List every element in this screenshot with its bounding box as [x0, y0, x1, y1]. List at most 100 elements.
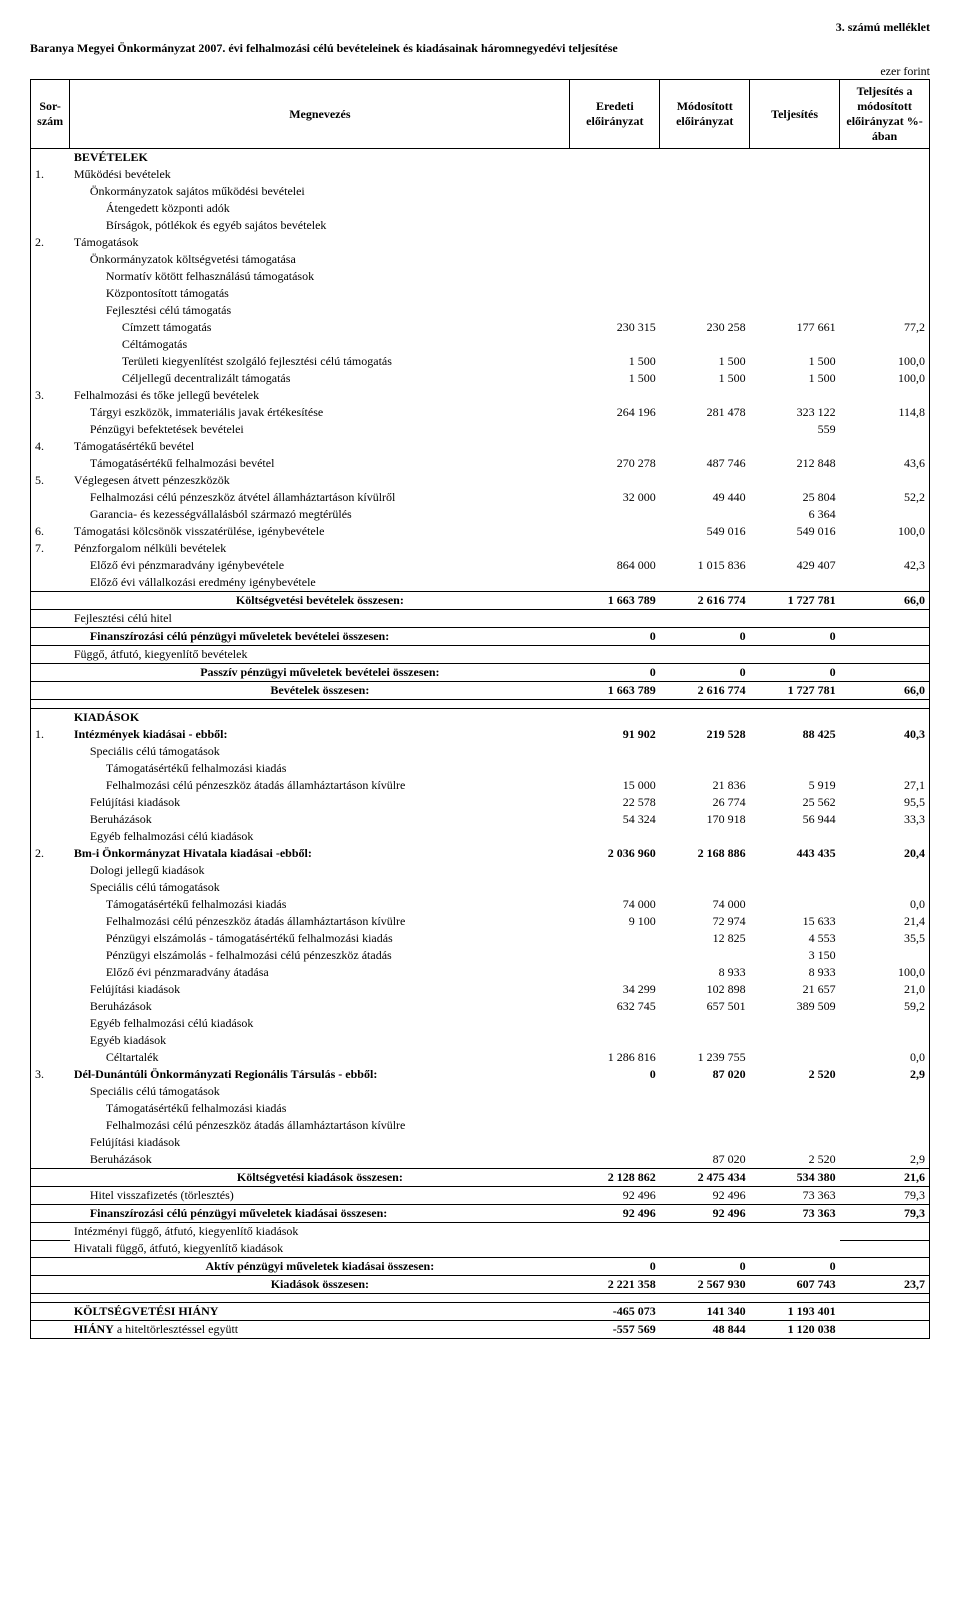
deficit-value: [840, 1321, 930, 1339]
row-value: 21,0: [840, 981, 930, 998]
row-value: [750, 1083, 840, 1100]
row-number: 3.: [31, 1066, 70, 1083]
row-value: 32 000: [570, 489, 660, 506]
row-value: 34 299: [570, 981, 660, 998]
row-number: 7.: [31, 540, 70, 557]
summary-label: Aktív pénzügyi műveletek kiadásai összes…: [70, 1258, 570, 1276]
deficit-label: HIÁNY a hiteltörlesztéssel együtt: [70, 1321, 570, 1339]
row-value: [840, 879, 930, 896]
summary-value: 1 663 789: [570, 592, 660, 610]
row-value: [840, 472, 930, 489]
row-value: 443 435: [750, 845, 840, 862]
row-value: [750, 1032, 840, 1049]
row-value: 0,0: [840, 896, 930, 913]
row-value: 4 553: [750, 930, 840, 947]
row-value: 5 919: [750, 777, 840, 794]
row-value: [750, 302, 840, 319]
row-number: [31, 336, 70, 353]
summary-label: Költségvetési kiadások összesen:: [70, 1169, 570, 1187]
row-value: 3 150: [750, 947, 840, 964]
summary-label: Hivatali függő, átfutó, kiegyenlítő kiad…: [70, 1240, 570, 1258]
summary-value: 0: [570, 1258, 660, 1276]
row-label: Felhalmozási és tőke jellegű bevételek: [70, 387, 570, 404]
row-value: [660, 387, 750, 404]
row-label: Fejlesztési célú támogatás: [70, 302, 570, 319]
row-value: 100,0: [840, 353, 930, 370]
row-value: [750, 217, 840, 234]
row-value: 2,9: [840, 1066, 930, 1083]
row-value: 91 902: [570, 726, 660, 743]
row-label: Beruházások: [70, 811, 570, 828]
row-value: [660, 336, 750, 353]
row-value: 549 016: [660, 523, 750, 540]
row-value: [840, 1083, 930, 1100]
row-value: 43,6: [840, 455, 930, 472]
row-label: Felhalmozási célú pénzeszköz átvétel áll…: [70, 489, 570, 506]
row-value: 95,5: [840, 794, 930, 811]
summary-value: 1 727 781: [750, 592, 840, 610]
row-label: Támogatási kölcsönök visszatérülése, igé…: [70, 523, 570, 540]
row-value: [840, 506, 930, 523]
row-number: [31, 200, 70, 217]
row-value: [840, 438, 930, 455]
row-number: [31, 370, 70, 387]
row-value: [840, 387, 930, 404]
row-number: [31, 998, 70, 1015]
summary-value: [750, 1223, 840, 1241]
row-value: 74 000: [570, 896, 660, 913]
row-value: [750, 1134, 840, 1151]
row-label: Önkormányzatok költségvetési támogatása: [70, 251, 570, 268]
row-value: 8 933: [660, 964, 750, 981]
row-value: 8 933: [750, 964, 840, 981]
row-value: [660, 234, 750, 251]
row-value: [750, 472, 840, 489]
row-value: [750, 1015, 840, 1032]
row-number: [31, 811, 70, 828]
deficit-value: [840, 1303, 930, 1321]
row-value: [660, 285, 750, 302]
row-number: [31, 930, 70, 947]
row-number: [31, 794, 70, 811]
row-value: 33,3: [840, 811, 930, 828]
summary-value: 0: [570, 628, 660, 646]
row-value: [750, 438, 840, 455]
row-number: [31, 1151, 70, 1169]
row-number: 4.: [31, 438, 70, 455]
row-value: [750, 336, 840, 353]
row-value: [570, 387, 660, 404]
row-value: [750, 1100, 840, 1117]
row-value: [570, 421, 660, 438]
row-value: 40,3: [840, 726, 930, 743]
summary-value: 1 663 789: [570, 682, 660, 700]
row-value: [840, 234, 930, 251]
row-value: [840, 268, 930, 285]
summary-value: [840, 664, 930, 682]
summary-value: 2 475 434: [660, 1169, 750, 1187]
row-label: Támogatásértékű felhalmozási kiadás: [70, 1100, 570, 1117]
row-value: [570, 1151, 660, 1169]
row-value: [750, 760, 840, 777]
row-value: [570, 285, 660, 302]
row-value: 1 239 755: [660, 1049, 750, 1066]
row-value: 54 324: [570, 811, 660, 828]
row-value: 56 944: [750, 811, 840, 828]
row-value: [840, 743, 930, 760]
row-value: [750, 896, 840, 913]
deficit-value: -465 073: [570, 1303, 660, 1321]
row-value: [570, 336, 660, 353]
row-value: 25 562: [750, 794, 840, 811]
row-value: [660, 200, 750, 217]
row-value: [660, 438, 750, 455]
row-label: Támogatásértékű felhalmozási kiadás: [70, 896, 570, 913]
row-value: 1 500: [660, 353, 750, 370]
row-value: 2 036 960: [570, 845, 660, 862]
row-value: [660, 862, 750, 879]
row-value: 657 501: [660, 998, 750, 1015]
row-value: [840, 828, 930, 845]
deficit-value: 48 844: [660, 1321, 750, 1339]
summary-value: 0: [750, 664, 840, 682]
row-value: 429 407: [750, 557, 840, 574]
row-value: [570, 438, 660, 455]
row-number: [31, 404, 70, 421]
row-label: Címzett támogatás: [70, 319, 570, 336]
